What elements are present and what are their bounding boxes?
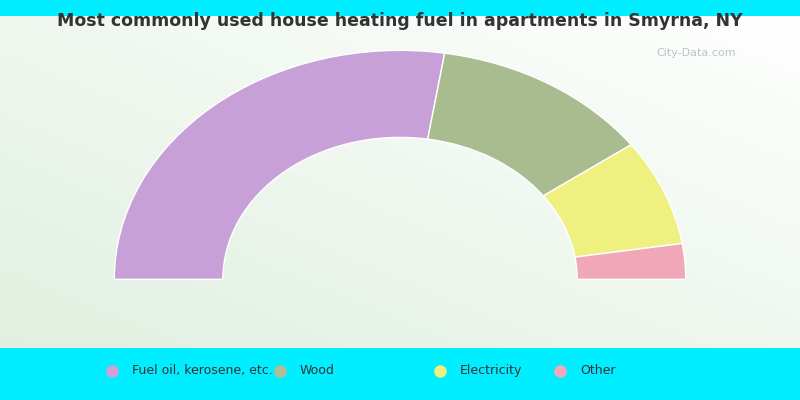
- Text: Fuel oil, kerosene, etc.: Fuel oil, kerosene, etc.: [132, 364, 273, 377]
- Text: City-Data.com: City-Data.com: [656, 48, 736, 58]
- Wedge shape: [114, 50, 445, 279]
- Text: Electricity: Electricity: [460, 364, 522, 377]
- Wedge shape: [575, 244, 686, 279]
- Text: Most commonly used house heating fuel in apartments in Smyrna, NY: Most commonly used house heating fuel in…: [57, 12, 743, 30]
- Text: Other: Other: [580, 364, 615, 377]
- Wedge shape: [543, 145, 682, 257]
- Wedge shape: [428, 53, 631, 196]
- Text: Wood: Wood: [300, 364, 335, 377]
